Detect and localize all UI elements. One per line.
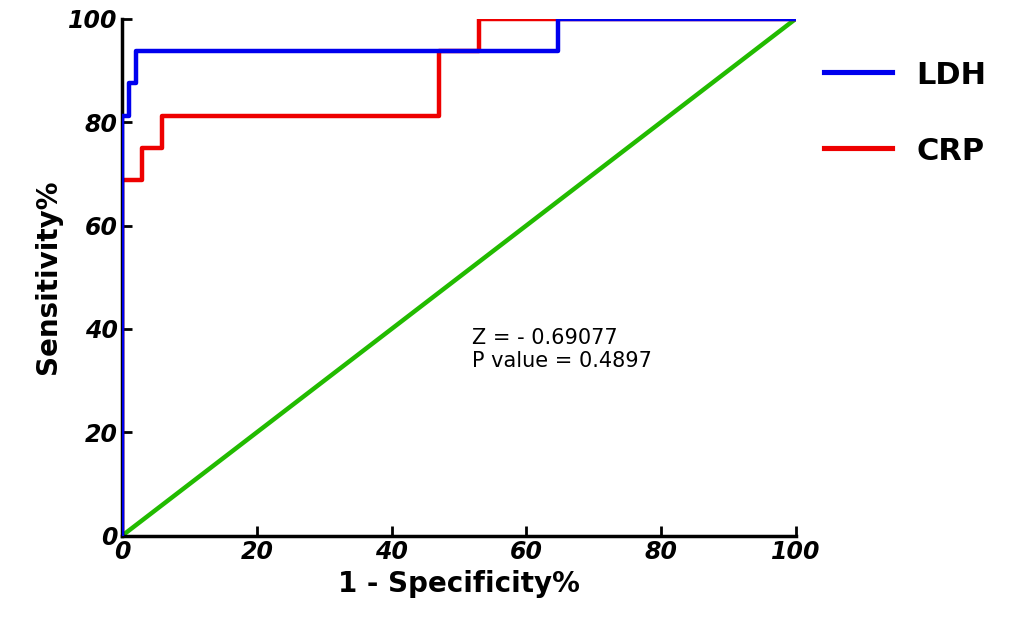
Y-axis label: Sensitivity%: Sensitivity% (35, 180, 62, 374)
Text: Z = - 0.69077
P value = 0.4897: Z = - 0.69077 P value = 0.4897 (472, 328, 652, 371)
Legend: LDH, CRP: LDH, CRP (823, 60, 985, 166)
X-axis label: 1 - Specificity%: 1 - Specificity% (337, 570, 580, 598)
